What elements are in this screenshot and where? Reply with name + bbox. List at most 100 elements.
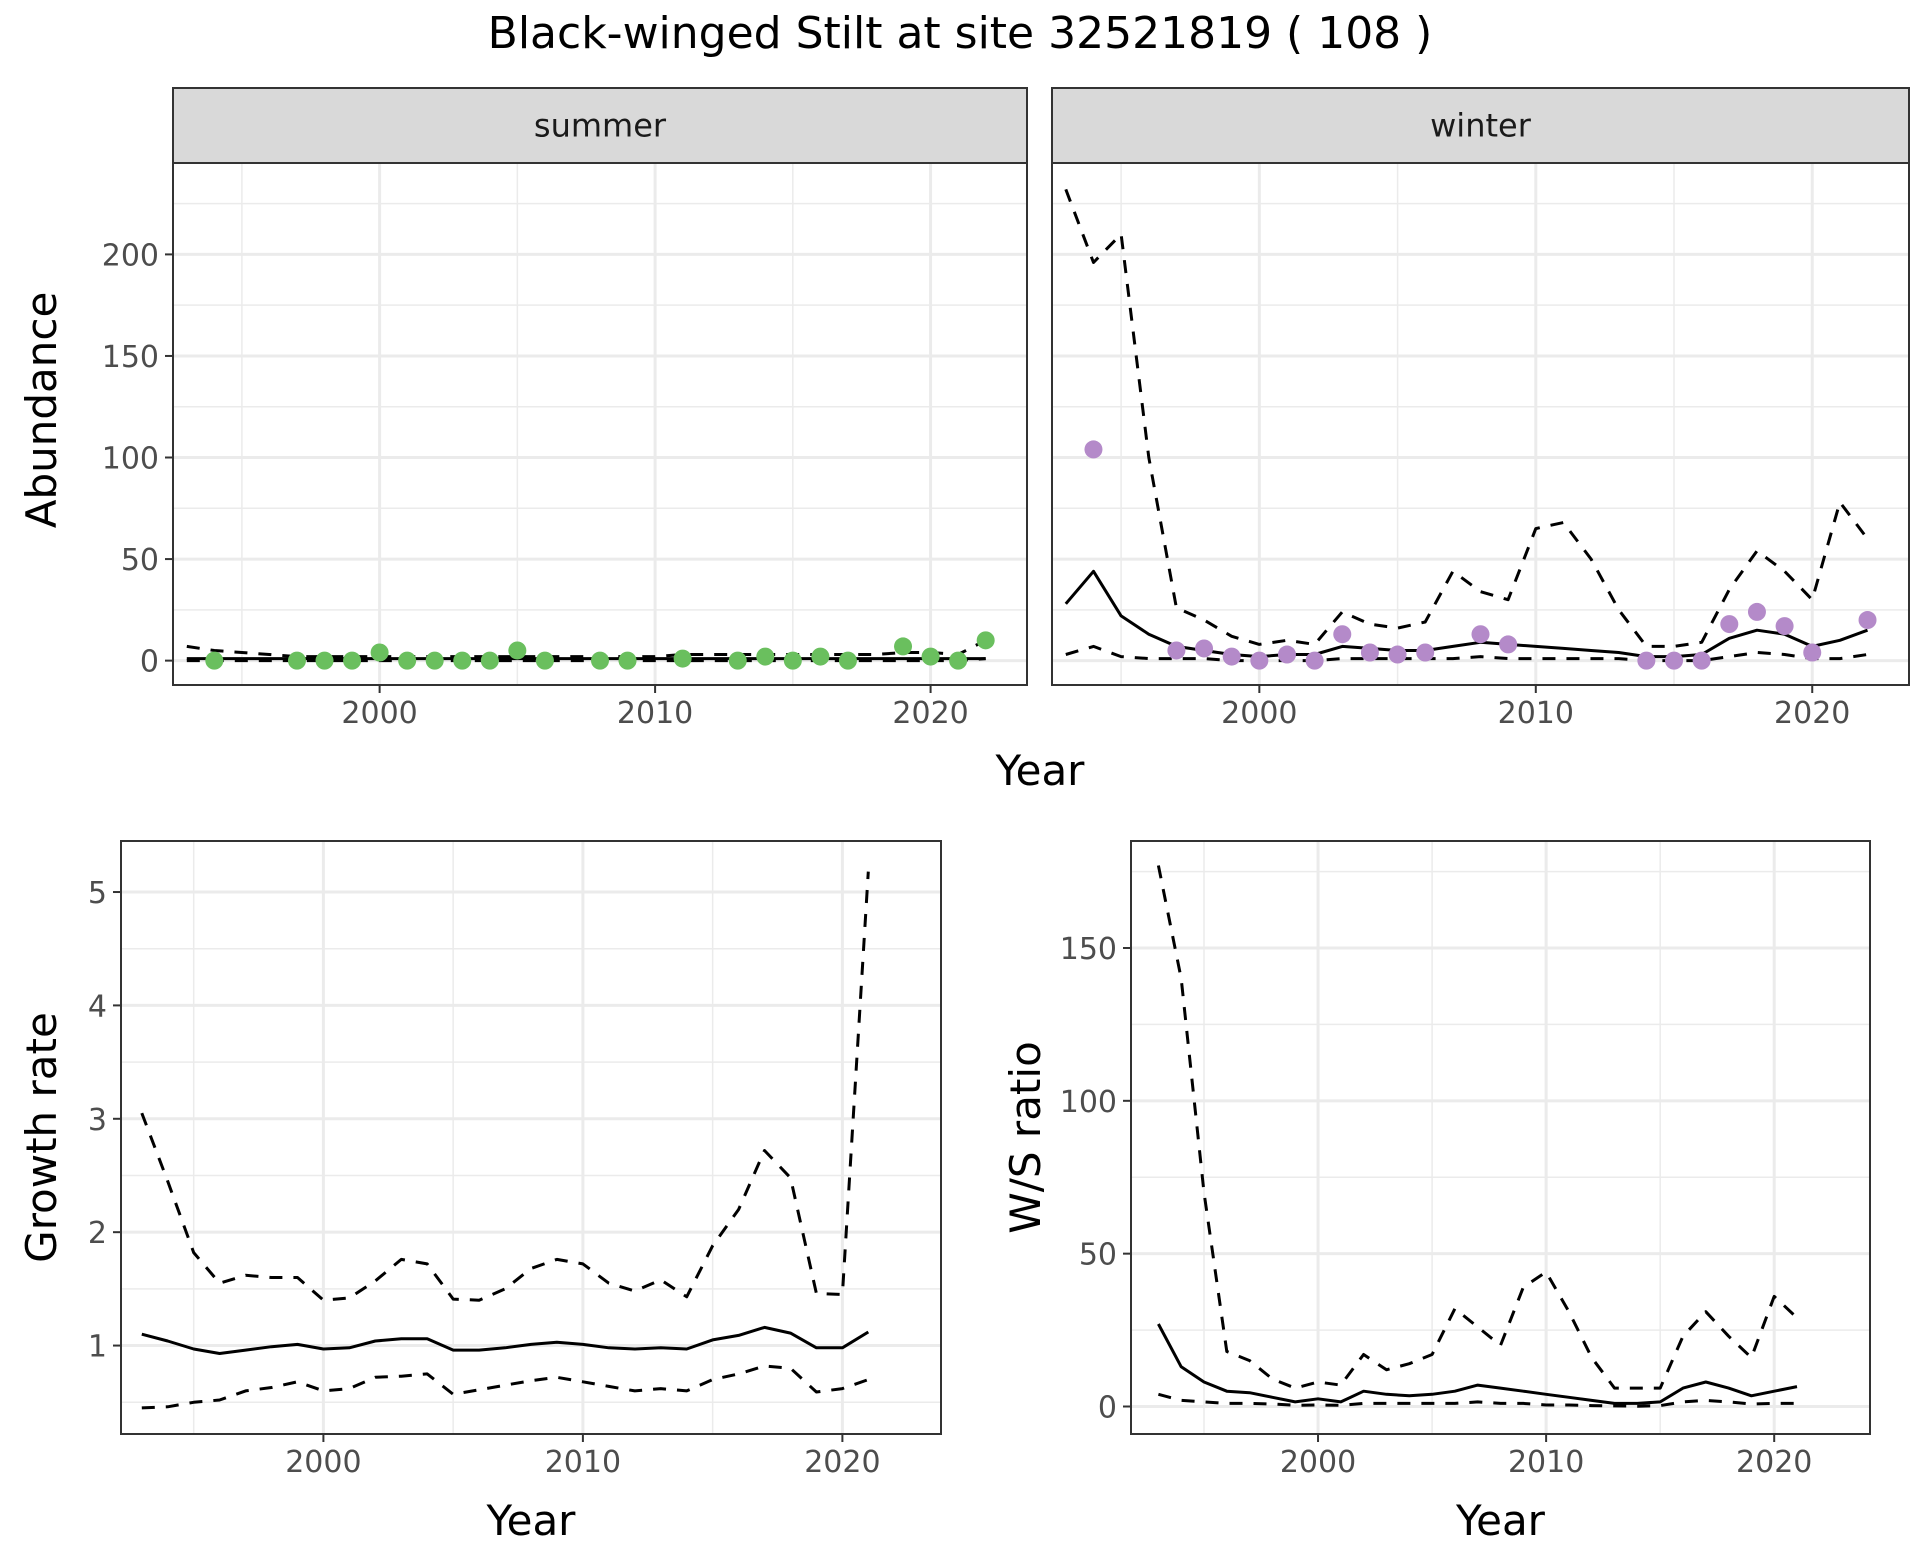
- y-tick-label: 50: [1079, 1238, 1117, 1273]
- y-tick-label: 100: [1060, 1085, 1117, 1120]
- confidence-bound-line-1: [1156, 865, 1799, 1390]
- series-lines: [186, 638, 987, 663]
- minor-grid: [1131, 841, 1870, 1434]
- data-point: [1665, 651, 1684, 670]
- x-tick-label: 2020: [892, 696, 968, 731]
- panel-abundance-winter: winter 2000 2010 2020: [1051, 87, 1910, 731]
- y-tick-label: 150: [1060, 932, 1117, 967]
- data-point: [480, 651, 499, 670]
- data-point: [949, 651, 968, 670]
- panel-border: [1130, 840, 1871, 1435]
- data-point: [783, 651, 802, 670]
- y-axis-title: W/S ratio: [1001, 1041, 1050, 1234]
- y-tick-label: 5: [88, 876, 107, 911]
- data-point: [535, 651, 554, 670]
- x-tick-label: 2010: [545, 1445, 621, 1480]
- data-point: [838, 651, 857, 670]
- x-tick-label: 2010: [1498, 696, 1574, 731]
- data-point: [1388, 645, 1407, 664]
- minor-grid: [173, 163, 1027, 685]
- y-tick-label: 200: [102, 238, 159, 273]
- observed-points: [205, 631, 995, 670]
- data-point: [1084, 440, 1103, 459]
- x-tick-label: 2020: [1736, 1445, 1812, 1480]
- data-point: [425, 651, 444, 670]
- data-point: [756, 647, 775, 666]
- data-point: [1720, 615, 1739, 634]
- observed-points: [1084, 440, 1877, 670]
- x-axis-title: Year: [1455, 1496, 1546, 1545]
- panel-abundance-summer: summer 2000 2010 2020 0 50 100 150 200: [102, 87, 1028, 731]
- panel-border: [120, 840, 942, 1435]
- confidence-bound-line-2: [1158, 1392, 1797, 1408]
- data-point: [1637, 651, 1656, 670]
- minor-grid: [121, 841, 941, 1434]
- confidence-bound-line-1: [1064, 188, 1869, 648]
- data-point: [976, 631, 995, 650]
- series-lines: [1156, 865, 1799, 1408]
- data-point: [1692, 651, 1711, 670]
- data-point: [894, 637, 913, 656]
- panel-ws-ratio: 2000 2010 2020 0 50 100 150 Year W/S ratio: [1001, 840, 1871, 1545]
- y-tick-label: 50: [121, 543, 159, 578]
- data-point: [811, 647, 830, 666]
- y-tick-label: 4: [88, 989, 107, 1024]
- x-tick-label: 2010: [1508, 1445, 1584, 1480]
- data-point: [591, 651, 609, 670]
- y-axis-title: Growth rate: [17, 1012, 66, 1263]
- x-tick-label: 2000: [1221, 696, 1297, 731]
- data-point: [370, 643, 389, 662]
- x-axis-title: Year: [486, 1496, 577, 1545]
- data-point: [1858, 611, 1877, 630]
- data-point: [1499, 635, 1518, 654]
- data-point: [1803, 643, 1822, 662]
- data-point: [398, 651, 417, 670]
- x-tick-label: 2020: [804, 1445, 880, 1480]
- data-point: [1333, 625, 1352, 644]
- data-point: [1747, 602, 1766, 621]
- data-point: [1305, 651, 1324, 670]
- major-grid: [1131, 841, 1870, 1434]
- data-point: [1471, 625, 1490, 644]
- minor-grid: [1052, 163, 1909, 685]
- estimate-line: [1157, 1323, 1798, 1405]
- data-point: [921, 647, 940, 666]
- data-point: [1195, 639, 1214, 658]
- x-tick-label: 2020: [1774, 696, 1850, 731]
- confidence-bound-line-1: [140, 871, 870, 1302]
- x-tick-label: 2000: [285, 1445, 361, 1480]
- x-tick-label: 2010: [617, 696, 693, 731]
- panel-growth-rate: 2000 2010 2020 1 2 3 4 5 Year Growth rate: [17, 840, 942, 1545]
- data-point: [508, 641, 527, 660]
- panel-border: [172, 162, 1028, 686]
- data-point: [1250, 651, 1269, 670]
- major-grid: [173, 163, 1027, 685]
- data-point: [1167, 641, 1186, 660]
- y-tick-label: 100: [102, 442, 159, 477]
- data-point: [453, 651, 472, 670]
- data-point: [1416, 643, 1435, 662]
- data-point: [728, 651, 747, 670]
- data-point: [1360, 643, 1379, 662]
- estimate-line: [1064, 569, 1869, 659]
- x-tick-label: 2000: [1280, 1445, 1356, 1480]
- panel-border: [1051, 162, 1910, 686]
- y-tick-label: 3: [88, 1103, 107, 1138]
- top-x-axis-title: Year: [995, 746, 1086, 795]
- data-point: [618, 651, 637, 670]
- confidence-bound-line-2: [141, 1364, 869, 1410]
- confidence-bound-line-1: [186, 638, 987, 659]
- y-tick-label: 1: [88, 1330, 107, 1365]
- data-point: [287, 651, 306, 670]
- y-tick-label: 0: [140, 645, 159, 680]
- series-lines: [1064, 188, 1869, 663]
- y-tick-label: 2: [88, 1216, 107, 1251]
- chart-title: Black-winged Stilt at site 32521819 ( 10…: [488, 8, 1433, 59]
- data-point: [1775, 617, 1794, 636]
- top-y-axis-title: Abundance: [17, 292, 66, 529]
- y-tick-label: 150: [102, 340, 159, 375]
- data-point: [1222, 647, 1241, 666]
- major-grid: [1052, 163, 1909, 685]
- x-tick-label: 2000: [341, 696, 417, 731]
